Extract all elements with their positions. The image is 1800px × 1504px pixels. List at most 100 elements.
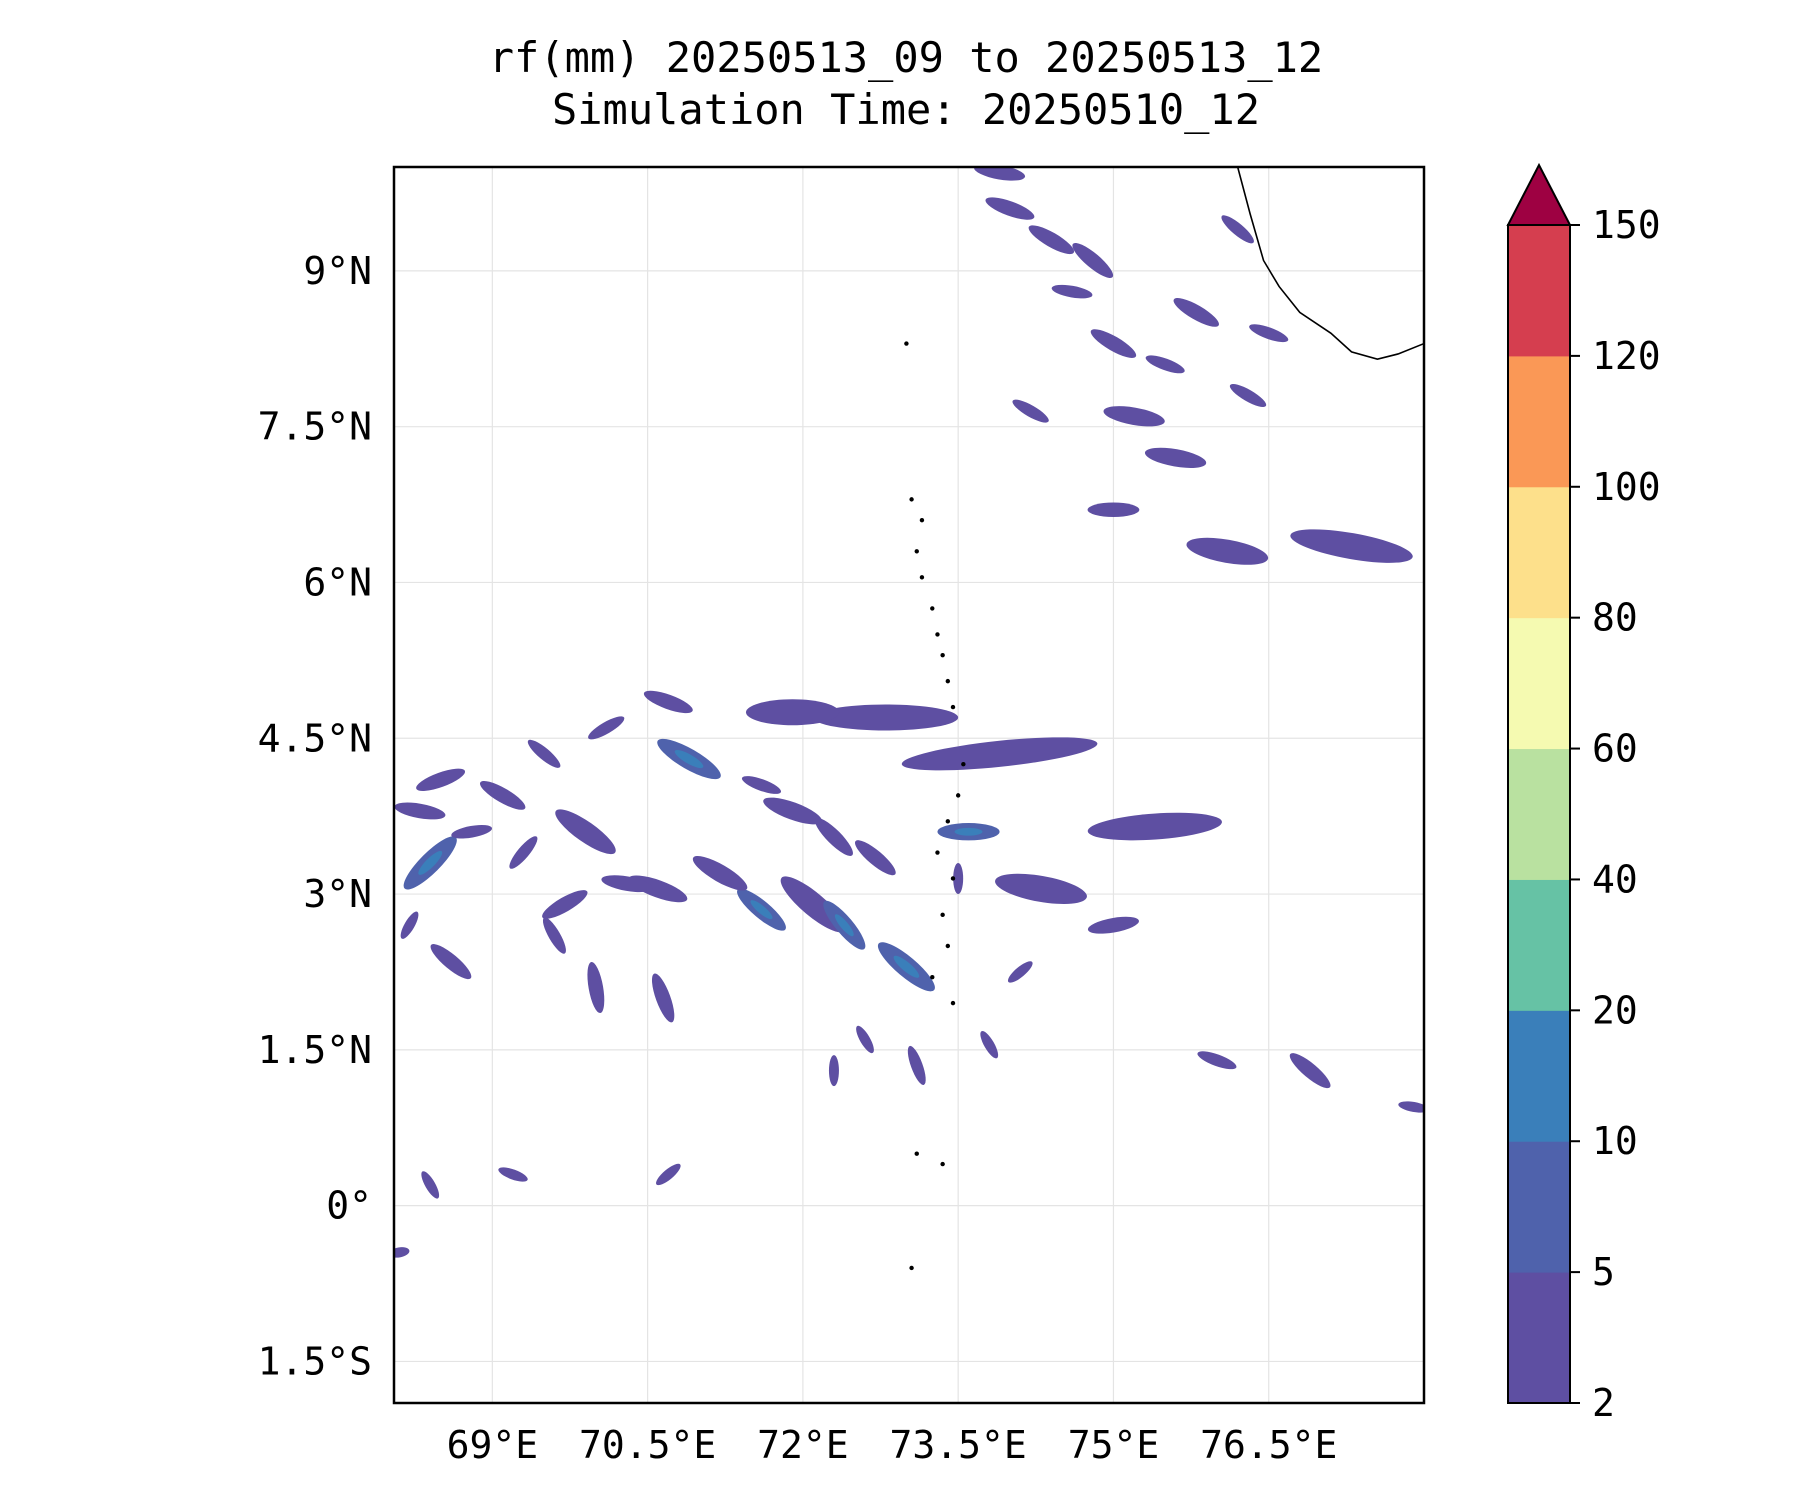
- rain-cell: [1229, 383, 1267, 408]
- rain-cell: [1173, 298, 1219, 327]
- rain-cell: [555, 809, 616, 855]
- rain-cell: [692, 856, 748, 891]
- island-dot: [940, 652, 945, 658]
- rain-cell: [763, 797, 822, 825]
- rain-cell: [1090, 329, 1137, 358]
- island-dot: [935, 632, 940, 637]
- rain-cell: [980, 1030, 999, 1059]
- lon-tick-label: 72°E: [757, 1423, 849, 1467]
- rain-cell: [1012, 399, 1049, 423]
- rain-cell: [527, 739, 561, 768]
- rain-cell: [1028, 225, 1075, 255]
- rain-cell: [1072, 242, 1114, 279]
- rain-cell: [643, 690, 693, 714]
- island-dot: [961, 762, 966, 767]
- rain-cell: [400, 911, 419, 939]
- colorbar-segment: [1508, 748, 1570, 880]
- colorbar-segment: [1508, 879, 1570, 1011]
- rain-cell: [1051, 284, 1093, 299]
- colorbar-segment: [1508, 486, 1570, 619]
- rain-cell-core: [954, 827, 983, 836]
- lat-tick-label: 6°N: [303, 560, 372, 604]
- rain-cell: [1087, 916, 1139, 934]
- rainfall-contours: [394, 167, 1424, 1258]
- kerala-coastline: [1236, 167, 1424, 360]
- island-dot: [909, 1265, 914, 1271]
- colorbar-segment: [1508, 1010, 1570, 1142]
- rain-cell: [588, 716, 625, 740]
- rain-cell: [953, 862, 964, 895]
- island-dot: [945, 819, 951, 824]
- island-dot: [950, 704, 956, 710]
- rain-cell: [1290, 529, 1413, 563]
- colorbar-tick-label: 80: [1592, 596, 1638, 640]
- island-dot: [940, 1161, 945, 1167]
- rain-cell: [542, 890, 588, 919]
- rain-cell: [901, 737, 1098, 771]
- rain-cell: [651, 973, 675, 1023]
- island-dot: [919, 517, 925, 523]
- lat-tick-label: 4.5°N: [258, 716, 372, 760]
- rain-cell: [745, 699, 840, 726]
- colorbar-tick-label: 2: [1592, 1381, 1615, 1425]
- lat-tick-label: 9°N: [303, 249, 372, 293]
- coastlines: [904, 167, 1424, 1271]
- rain-cell: [430, 944, 472, 980]
- rain-cell: [1221, 215, 1254, 244]
- colorbar-tick-label: 40: [1592, 857, 1638, 901]
- lat-tick-label: 0°: [326, 1184, 372, 1228]
- lat-tick-label: 7.5°N: [258, 405, 372, 449]
- island-dot: [950, 1000, 956, 1006]
- map-frame: [392, 165, 1426, 1405]
- rain-cell: [856, 1025, 874, 1054]
- rain-cell-core: [418, 850, 443, 875]
- rain-cell: [479, 781, 526, 810]
- rain-cell: [1087, 502, 1140, 518]
- rain-cell-core: [834, 914, 854, 937]
- island-dot: [919, 575, 925, 580]
- colorbar-segment: [1508, 225, 1570, 357]
- rain-cell: [416, 768, 466, 791]
- rain-cell: [1087, 812, 1222, 841]
- rain-cell: [498, 1167, 528, 1182]
- colorbar-segment: [1508, 617, 1570, 750]
- island-dot: [935, 850, 940, 855]
- rain-cell: [985, 197, 1035, 220]
- colorbar-tick-label: 100: [1592, 465, 1661, 509]
- rain-cell: [1145, 355, 1185, 374]
- rain-cell: [1007, 961, 1033, 983]
- rain-cell: [1186, 537, 1269, 565]
- lon-tick-label: 75°E: [1068, 1423, 1160, 1467]
- colorbar: 2 5 10 20 40 60 80 100 120 150: [1506, 162, 1661, 1425]
- rain-cell: [542, 917, 566, 954]
- colorbar-tick-label: 10: [1592, 1119, 1638, 1163]
- island-dot: [914, 549, 919, 554]
- longitude-tick-labels: 69°E 70.5°E 72°E 73.5°E 75°E 76.5°E: [447, 1423, 1338, 1467]
- colorbar-segment: [1508, 355, 1570, 488]
- colorbar-tick-label: 120: [1592, 334, 1661, 378]
- rain-cell: [421, 1171, 440, 1199]
- colorbar-segment: [1508, 1141, 1570, 1273]
- island-dot: [955, 793, 961, 798]
- rain-cell: [814, 817, 853, 856]
- lat-tick-label: 1.5°N: [258, 1028, 372, 1072]
- lon-tick-label: 76.5°E: [1200, 1423, 1337, 1467]
- rain-cell: [601, 875, 653, 893]
- island-dot: [945, 678, 951, 684]
- rain-cell: [509, 836, 538, 869]
- rain-cell: [394, 802, 446, 820]
- latitude-tick-labels: 9°N 7.5°N 6°N 4.5°N 3°N 1.5°N 0° 1.5°S: [258, 249, 372, 1384]
- island-dot: [904, 341, 909, 346]
- island-dot: [914, 1151, 919, 1156]
- lon-tick-label: 69°E: [447, 1423, 539, 1467]
- colorbar-tick-label: 5: [1592, 1250, 1615, 1294]
- rain-cell: [907, 1045, 926, 1085]
- island-dot: [940, 912, 945, 918]
- rain-cell: [1144, 447, 1207, 468]
- rain-cell: [1197, 1051, 1237, 1070]
- lat-tick-label: 1.5°S: [258, 1339, 372, 1383]
- colorbar-frame: [1507, 224, 1571, 1404]
- map-panel: 69°E 70.5°E 72°E 73.5°E 75°E 76.5°E 9°N 7.5°N 6…: [258, 165, 1426, 1467]
- title-line-2: Simulation Time: 20250510_12: [552, 85, 1260, 134]
- island-dot: [930, 974, 935, 980]
